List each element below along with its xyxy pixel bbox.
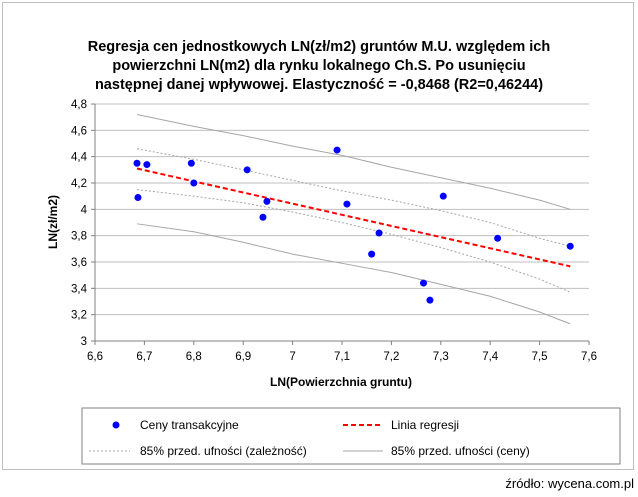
x-tick-label: 6,9 — [235, 351, 251, 363]
x-tick-label: 7 — [289, 351, 295, 363]
data-point — [375, 229, 383, 237]
chart-title-line-1: Regresja cen jednostkowych LN(zł/m2) gru… — [88, 39, 550, 55]
x-tick-label: 7,3 — [433, 351, 449, 363]
chart-title-line-2: powierzchni LN(m2) dla rynku lokalnego C… — [112, 58, 525, 74]
legend-points-marker — [112, 421, 120, 429]
y-tick-label: 3,2 — [71, 310, 87, 322]
data-point — [134, 193, 142, 201]
legend-points-label: Ceny transakcyjne — [140, 418, 239, 432]
legend-box — [81, 407, 621, 465]
source-note: źródło: wycena.com.pl — [505, 476, 634, 491]
prediction-band-upper — [136, 114, 571, 210]
data-point — [343, 200, 351, 208]
x-tick-label: 6,6 — [87, 351, 103, 363]
confidence-band-lower — [136, 189, 571, 293]
data-point — [259, 213, 267, 221]
y-tick-labels: 3 3,2 3,4 3,6 3,8 4 4,2 4,4 4,6 4,8 — [71, 99, 88, 348]
data-point — [494, 234, 502, 242]
y-tick-label: 3 — [81, 336, 87, 348]
data-point — [420, 279, 428, 287]
legend-conf-band-label: 85% przed. ufności (zależność) — [140, 444, 307, 458]
data-point — [368, 250, 376, 258]
data-point — [439, 192, 447, 200]
data-point — [426, 296, 434, 304]
y-tick-label: 3,6 — [71, 257, 87, 269]
y-tick-label: 4,4 — [71, 152, 88, 164]
confidence-bands — [136, 114, 571, 325]
data-points — [133, 146, 574, 304]
gridlines — [95, 103, 589, 316]
data-point — [190, 179, 198, 187]
x-tick-label: 7,2 — [383, 351, 399, 363]
regression-line-group — [136, 167, 571, 268]
data-point — [243, 166, 251, 174]
x-axis-label: LN(Powierzchnia gruntu) — [270, 375, 412, 389]
x-tick-label: 6,7 — [136, 351, 152, 363]
prediction-band-lower — [136, 223, 571, 325]
chart-title: Regresja cen jednostkowych LN(zł/m2) gru… — [88, 39, 550, 93]
y-tick-label: 4,6 — [71, 125, 87, 137]
legend-pred-band-label: 85% przed. ufności (ceny) — [391, 444, 530, 458]
regression-line — [136, 167, 571, 268]
data-point — [143, 161, 151, 169]
regression-chart: Regresja cen jednostkowych LN(zł/m2) gru… — [46, 39, 621, 465]
data-point — [187, 159, 195, 167]
x-tick-label: 7,6 — [581, 351, 597, 363]
data-point — [333, 146, 341, 154]
y-tick-label: 3,8 — [71, 231, 87, 243]
x-tick-label: 7,1 — [334, 351, 350, 363]
y-tick-label: 4,2 — [71, 178, 87, 190]
x-tick-label: 7,5 — [532, 351, 548, 363]
x-tick-labels: 6,6 6,7 6,8 6,9 7 7,1 7,2 7,3 7,4 7,5 7,6 — [87, 351, 597, 363]
x-tick-label: 7,4 — [482, 351, 499, 363]
x-tick-label: 6,8 — [186, 351, 202, 363]
legend: Ceny transakcyjne Linia regresji 85% prz… — [81, 407, 621, 465]
legend-regression-label: Linia regresji — [391, 418, 459, 432]
y-axis-label: LN(zł/m2) — [46, 195, 60, 249]
data-point — [566, 242, 574, 250]
data-point — [133, 159, 141, 167]
y-tick-label: 4 — [81, 204, 88, 216]
y-tick-label: 3,4 — [71, 283, 88, 295]
y-tick-label: 4,8 — [71, 99, 87, 111]
chart-title-line-3: następnej danej wpływowej. Elastyczność … — [95, 77, 543, 93]
axes — [91, 103, 590, 345]
data-point — [263, 197, 271, 205]
